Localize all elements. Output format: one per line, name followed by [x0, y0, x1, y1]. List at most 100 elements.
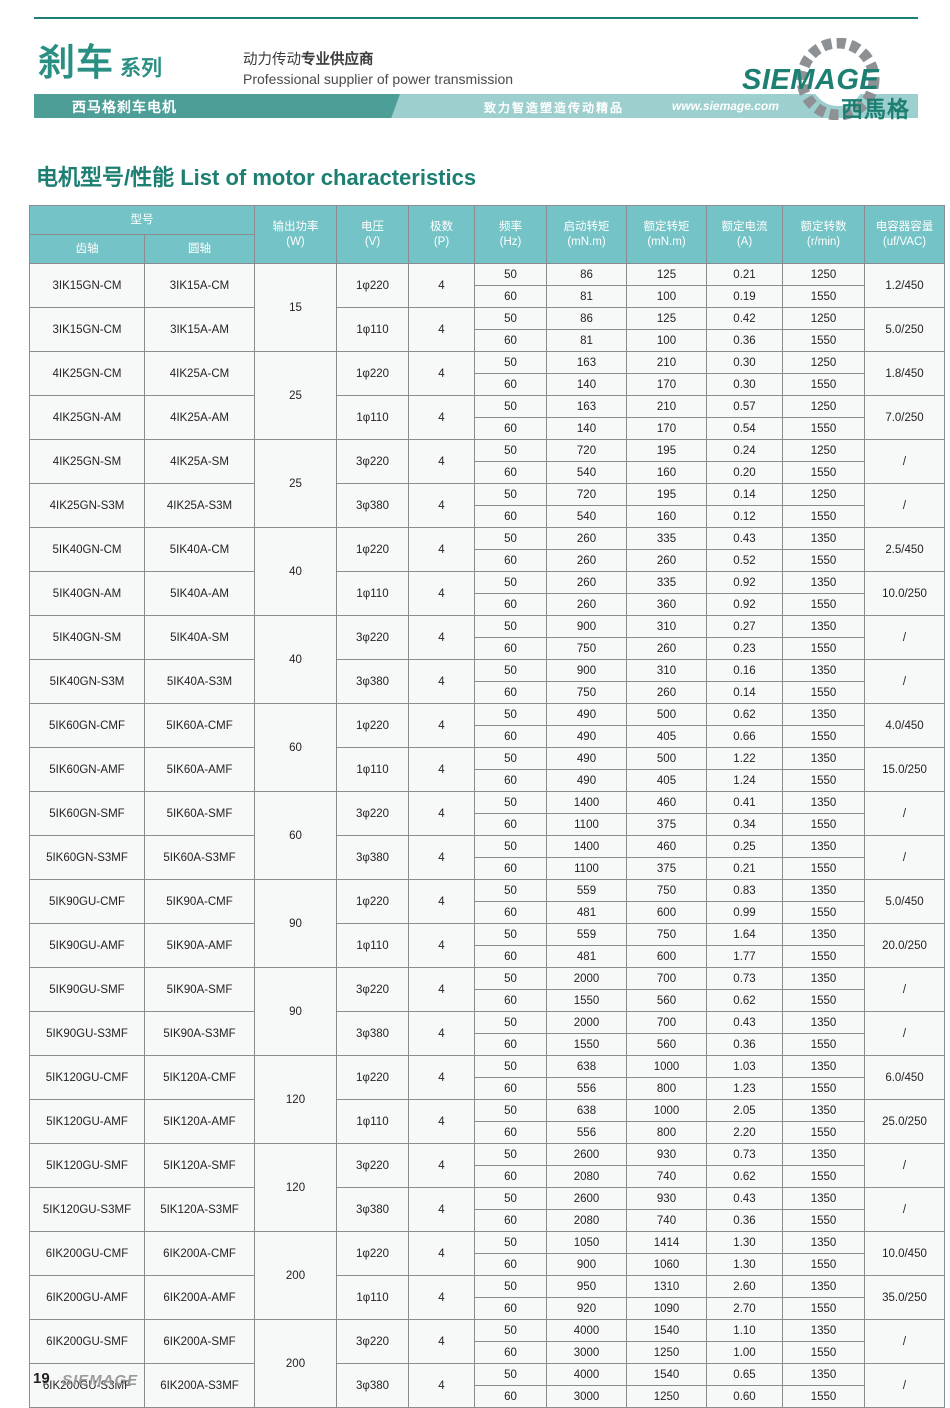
cell-rated-current: 1.30 [706, 1231, 783, 1254]
cell-rated-speed: 1250 [782, 395, 865, 418]
supplier-tagline-cn-bold: 专业供应商 [301, 52, 374, 68]
cell-rated-current: 1.23 [706, 1077, 783, 1100]
cell-gear-shaft: 5IK60GN-S3MF [29, 835, 145, 880]
cell-rated-torque: 1060 [626, 1253, 707, 1276]
cell-round-shaft: 5IK120A-AMF [144, 1099, 255, 1144]
cell-round-shaft: 4IK25A-CM [144, 351, 255, 396]
cell-poles: 4 [408, 1275, 475, 1320]
cell-rated-current: 0.92 [706, 571, 783, 594]
table-row: 60 1550 560 0.62 1550 [30, 989, 945, 1012]
cell-frequency: 50 [474, 1011, 547, 1034]
cell-rated-current: 0.73 [706, 1143, 783, 1166]
cell-frequency: 60 [474, 813, 547, 836]
cell-capacitor: 5.0/450 [864, 879, 945, 924]
cell-starting-torque: 1400 [546, 791, 627, 814]
cell-rated-current: 0.42 [706, 307, 783, 330]
cell-frequency: 50 [474, 1055, 547, 1078]
supplier-tagline-cn-plain: 动力传动 [243, 52, 301, 68]
table-row: 60 1100 375 0.21 1550 [30, 857, 945, 880]
cell-rated-speed: 1550 [782, 373, 865, 396]
cell-starting-torque: 140 [546, 373, 627, 396]
cell-voltage: 3φ380 [336, 483, 409, 528]
cell-gear-shaft: 5IK90GU-S3MF [29, 1011, 145, 1056]
cell-rated-speed: 1250 [782, 307, 865, 330]
cell-output-power: 200 [254, 1231, 337, 1320]
cell-rated-torque: 460 [626, 791, 707, 814]
cell-poles: 4 [408, 263, 475, 308]
motor-characteristics-table-wrap: 型号 输出功率 (W) 电压 (V) 极数 (P) 频率 (Hz) [29, 205, 945, 1408]
cell-rated-speed: 1350 [782, 1143, 865, 1166]
col-gear-shaft: 齿轴 [29, 234, 145, 264]
cell-poles: 4 [408, 879, 475, 924]
cell-gear-shaft: 5IK60GN-SMF [29, 791, 145, 836]
band-website-url[interactable]: www.siemage.com [672, 99, 779, 113]
cell-rated-torque: 1414 [626, 1231, 707, 1254]
table-row: 60 2080 740 0.36 1550 [30, 1209, 945, 1232]
cell-frequency: 50 [474, 1363, 547, 1386]
cell-rated-torque: 170 [626, 373, 707, 396]
table-row: 3IK15GN-CM 3IK15A-AM 1φ110 4 50 86 125 0.42 1250… [29, 307, 945, 352]
cell-rated-torque: 750 [626, 879, 707, 902]
cell-rated-current: 1.24 [706, 769, 783, 792]
cell-rated-current: 0.14 [706, 681, 783, 704]
col-starting-torque: 启动转矩 (mN.m) [546, 205, 627, 264]
cell-starting-torque: 4000 [546, 1319, 627, 1342]
cell-poles: 4 [408, 395, 475, 440]
cell-starting-torque: 260 [546, 549, 627, 572]
cell-rated-current: 0.62 [706, 703, 783, 726]
cell-rated-current: 0.21 [706, 263, 783, 286]
cell-rated-current: 0.36 [706, 1033, 783, 1056]
table-row: 5IK60GN-AMF 5IK60A-AMF 1φ110 4 50 490 500 1.22 1… [29, 747, 945, 792]
gear-icon [796, 38, 880, 120]
cell-rated-current: 0.57 [706, 395, 783, 418]
cell-rated-speed: 1350 [782, 527, 865, 550]
table-row: 6IK200GU-AMF 6IK200A-AMF 1φ110 4 50 950 1310 2.… [29, 1275, 945, 1320]
series-title-main: 刹车 [38, 42, 114, 83]
table-row: 60 556 800 1.23 1550 [30, 1077, 945, 1100]
cell-frequency: 60 [474, 593, 547, 616]
cell-poles: 4 [408, 351, 475, 396]
cell-poles: 4 [408, 1363, 475, 1408]
page-title: 电机型号/性能 List of motor characteristics [36, 165, 477, 190]
cell-rated-speed: 1550 [782, 725, 865, 748]
cell-gear-shaft: 5IK90GU-AMF [29, 923, 145, 968]
cell-round-shaft: 6IK200A-CMF [144, 1231, 255, 1276]
cell-capacitor: / [864, 967, 945, 1012]
cell-rated-current: 0.99 [706, 901, 783, 924]
cell-rated-speed: 1350 [782, 615, 865, 638]
cell-voltage: 1φ110 [336, 923, 409, 968]
cell-round-shaft: 3IK15A-AM [144, 307, 255, 352]
cell-rated-torque: 1310 [626, 1275, 707, 1298]
col-rated-torque-cn: 额定转矩 [643, 221, 690, 234]
cell-rated-speed: 1550 [782, 1121, 865, 1144]
cell-frequency: 50 [474, 527, 547, 550]
cell-capacitor: 10.0/450 [864, 1231, 945, 1276]
cell-voltage: 3φ380 [336, 1011, 409, 1056]
cell-output-power: 90 [254, 967, 337, 1056]
logo-wordmark: SIEMAGE [742, 64, 880, 96]
col-poles-unit: (P) [433, 235, 450, 248]
table-row: 5IK40GN-CM 5IK40A-CM 40 1φ220 4 50 260 335 0.43 1… [29, 527, 945, 616]
cell-voltage: 3φ220 [336, 439, 409, 484]
cell-rated-torque: 460 [626, 835, 707, 858]
cell-gear-shaft: 5IK90GU-CMF [29, 879, 145, 924]
cell-voltage: 3φ380 [336, 659, 409, 704]
cell-starting-torque: 2600 [546, 1187, 627, 1210]
cell-rated-speed: 1550 [782, 945, 865, 968]
cell-round-shaft: 5IK40A-SM [144, 615, 255, 660]
cell-rated-speed: 1250 [782, 351, 865, 374]
cell-capacitor: 5.0/250 [864, 307, 945, 352]
table-row: 5IK90GU-AMF 5IK90A-AMF 1φ110 4 50 559 750 1.64 1… [29, 923, 945, 968]
cell-poles: 4 [408, 659, 475, 704]
cell-rated-speed: 1350 [782, 1187, 865, 1210]
cell-poles: 4 [408, 1319, 475, 1364]
cell-rated-torque: 1540 [626, 1319, 707, 1342]
cell-capacitor: 2.5/450 [864, 527, 945, 572]
cell-rated-torque: 360 [626, 593, 707, 616]
cell-frequency: 50 [474, 659, 547, 682]
cell-capacitor: / [864, 1011, 945, 1056]
col-rated-speed: 额定转数 (r/min) [782, 205, 865, 264]
cell-poles: 4 [408, 791, 475, 836]
table-header: 型号 输出功率 (W) 电压 (V) 极数 (P) 频率 (Hz) [29, 205, 945, 264]
cell-frequency: 50 [474, 571, 547, 594]
